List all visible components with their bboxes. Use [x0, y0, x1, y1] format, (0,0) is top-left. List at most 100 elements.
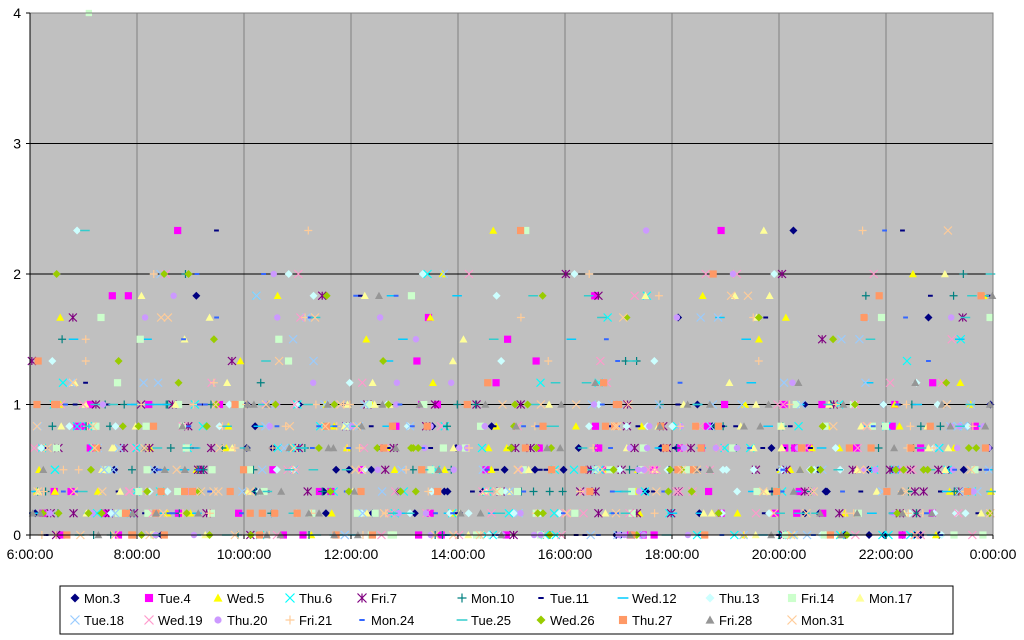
legend-marker — [357, 593, 367, 603]
data-point — [536, 378, 545, 388]
data-point — [73, 226, 82, 235]
data-point — [116, 487, 125, 495]
data-point — [321, 509, 330, 518]
data-point — [198, 421, 208, 431]
data-point — [579, 508, 588, 518]
data-point — [407, 292, 416, 300]
data-point — [423, 269, 432, 279]
data-point — [428, 378, 437, 386]
legend-item: Mon.24 — [359, 613, 414, 628]
data-point — [875, 292, 883, 300]
data-point — [777, 443, 786, 452]
data-point — [184, 270, 193, 278]
data-point — [701, 269, 711, 279]
data-point — [872, 466, 879, 473]
data-point — [819, 509, 827, 517]
legend-marker — [144, 593, 154, 603]
data-point — [942, 378, 951, 387]
data-point — [245, 487, 255, 496]
data-point — [304, 509, 313, 517]
data-point — [516, 226, 525, 235]
data-point — [188, 487, 197, 496]
data-point — [612, 421, 622, 431]
data-point — [243, 487, 252, 495]
data-point — [601, 422, 610, 430]
data-point — [33, 421, 43, 431]
x-tick-label: 22:00:00 — [859, 546, 914, 562]
data-point — [601, 509, 610, 517]
data-point — [170, 292, 177, 299]
data-point — [487, 508, 496, 518]
x-tick-label: 16:00:00 — [538, 546, 593, 562]
data-point — [956, 378, 965, 386]
data-point — [651, 487, 661, 496]
data-point — [986, 313, 994, 322]
data-point — [98, 465, 107, 473]
legend-item: Mon.17 — [855, 591, 912, 606]
data-point — [344, 487, 353, 496]
data-point — [985, 400, 994, 408]
data-point — [562, 508, 572, 518]
data-point — [134, 422, 143, 431]
data-point — [127, 465, 136, 474]
data-point — [841, 509, 850, 518]
data-point — [839, 400, 848, 408]
data-point — [408, 465, 417, 474]
y-tick-label: 1 — [13, 397, 21, 413]
data-point — [51, 487, 60, 495]
data-point — [223, 378, 232, 386]
data-point — [625, 465, 634, 474]
data-point — [378, 400, 387, 408]
data-point — [626, 444, 634, 452]
data-point — [243, 400, 252, 408]
data-point — [192, 291, 201, 300]
data-point — [322, 291, 331, 300]
data-point — [34, 357, 42, 365]
data-point — [953, 444, 961, 452]
legend-marker — [285, 593, 295, 603]
data-point — [556, 443, 565, 452]
data-point — [589, 443, 598, 452]
legend-label: Thu.20 — [227, 613, 267, 628]
data-point — [595, 356, 605, 366]
data-point — [110, 508, 120, 518]
data-point — [272, 465, 281, 474]
data-point — [318, 487, 327, 496]
data-point — [330, 400, 339, 409]
data-point — [314, 443, 323, 452]
data-point — [222, 443, 231, 452]
data-point — [867, 444, 875, 452]
data-point — [166, 443, 175, 452]
data-point — [440, 465, 449, 473]
legend-label: Tue.25 — [471, 613, 511, 628]
data-point — [182, 509, 191, 518]
data-point — [610, 421, 620, 431]
data-point — [558, 487, 567, 496]
data-point — [104, 466, 112, 474]
data-point — [789, 379, 796, 386]
data-point — [52, 444, 61, 452]
data-point — [28, 509, 37, 517]
data-point — [966, 465, 976, 475]
data-point — [729, 270, 737, 278]
data-point — [137, 291, 146, 299]
data-point — [465, 443, 474, 452]
data-point — [831, 400, 840, 409]
data-point — [837, 334, 846, 344]
data-point — [114, 357, 123, 366]
data-point — [692, 465, 702, 475]
data-point — [888, 422, 896, 430]
data-point — [778, 400, 788, 409]
data-point — [717, 226, 725, 235]
data-point — [160, 270, 169, 278]
data-point — [953, 508, 963, 518]
data-point — [622, 422, 631, 431]
data-point — [426, 509, 434, 517]
data-point — [113, 379, 122, 387]
data-point — [585, 270, 594, 278]
data-point — [809, 487, 819, 496]
data-point — [52, 400, 61, 409]
data-point — [714, 509, 723, 518]
data-point — [492, 487, 502, 496]
data-point — [456, 444, 463, 452]
